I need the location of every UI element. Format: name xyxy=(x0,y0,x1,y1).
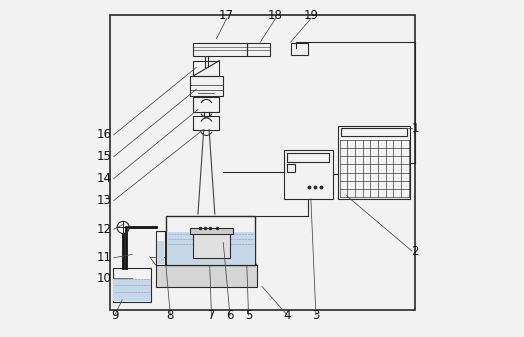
Text: 1: 1 xyxy=(411,122,419,134)
Bar xyxy=(193,97,220,112)
Bar xyxy=(287,164,294,172)
Text: 17: 17 xyxy=(219,9,234,22)
Text: 14: 14 xyxy=(97,172,112,185)
Text: 6: 6 xyxy=(226,309,234,321)
Text: 19: 19 xyxy=(303,9,319,22)
Text: 10: 10 xyxy=(97,272,112,284)
Bar xyxy=(193,116,220,130)
Text: 7: 7 xyxy=(208,309,215,321)
Bar xyxy=(157,241,164,264)
Bar xyxy=(338,126,410,199)
Bar xyxy=(156,265,257,287)
Text: 3: 3 xyxy=(312,309,320,321)
Bar xyxy=(341,128,407,136)
Text: 11: 11 xyxy=(97,251,112,264)
Text: 5: 5 xyxy=(245,309,252,321)
Bar xyxy=(166,216,255,265)
Bar xyxy=(113,268,151,302)
Text: 4: 4 xyxy=(283,309,291,321)
Text: 18: 18 xyxy=(268,9,283,22)
Bar xyxy=(190,228,233,234)
Bar xyxy=(111,15,416,310)
Text: 16: 16 xyxy=(97,128,112,141)
Bar xyxy=(193,233,230,258)
Text: 8: 8 xyxy=(167,309,174,321)
Bar xyxy=(247,43,270,56)
Bar xyxy=(287,153,330,162)
Bar xyxy=(156,231,165,265)
Text: 15: 15 xyxy=(97,150,112,163)
Bar xyxy=(284,150,333,199)
Bar xyxy=(193,43,247,56)
Bar xyxy=(291,43,308,55)
Text: 2: 2 xyxy=(411,245,419,257)
Bar xyxy=(193,61,220,76)
Bar xyxy=(167,232,255,264)
Bar xyxy=(113,279,151,301)
Bar xyxy=(190,76,223,96)
Text: 12: 12 xyxy=(97,223,112,236)
Text: 9: 9 xyxy=(111,309,118,321)
Text: 13: 13 xyxy=(97,194,112,207)
